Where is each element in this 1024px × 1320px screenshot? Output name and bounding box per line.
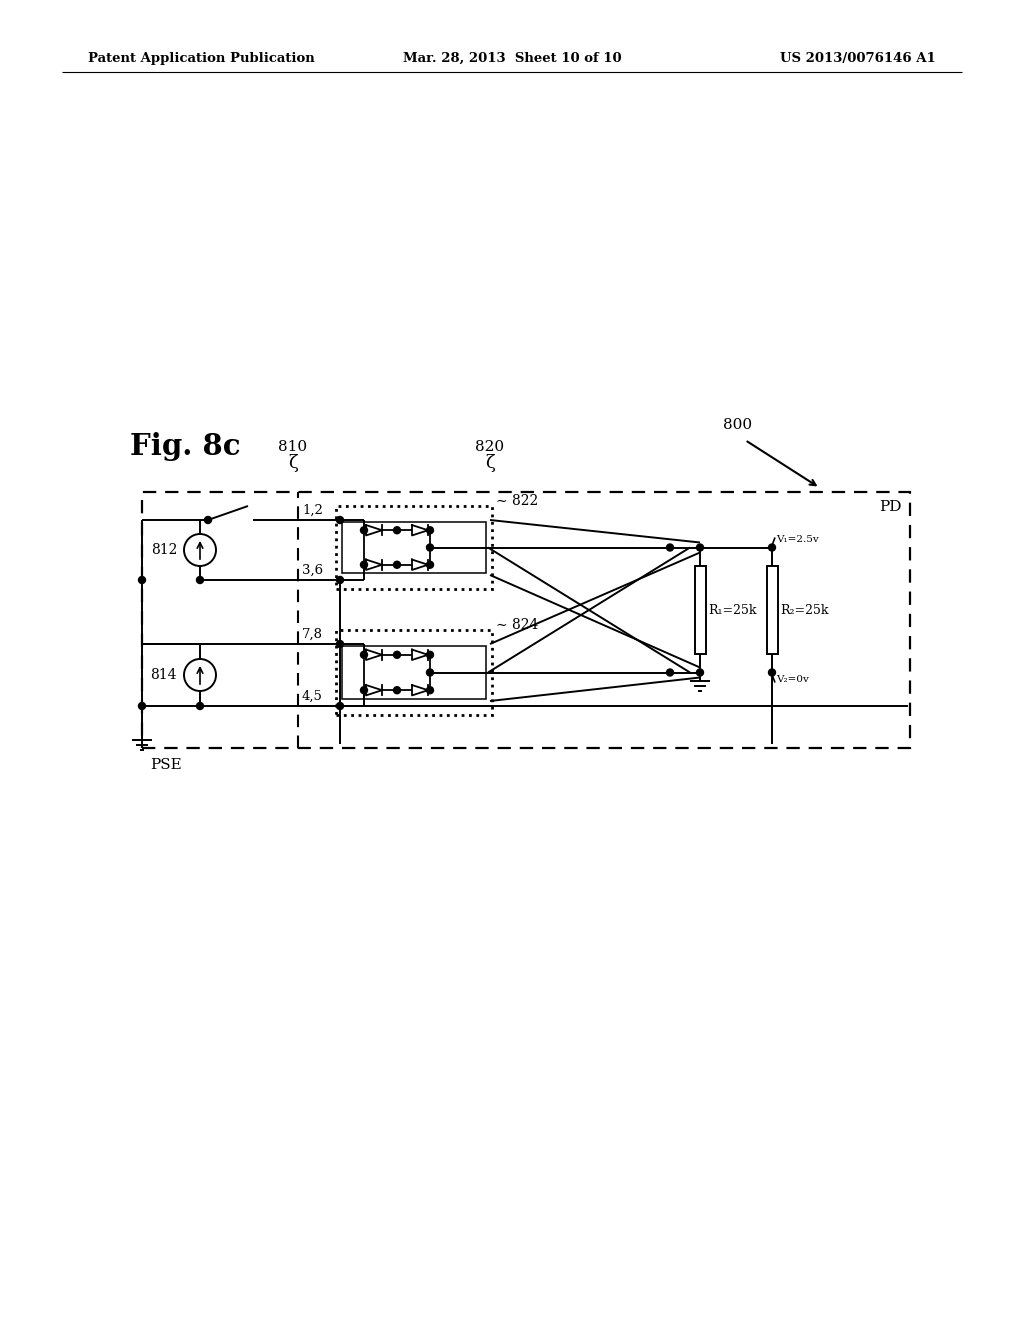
Circle shape — [360, 527, 368, 533]
Text: 820: 820 — [475, 440, 505, 454]
Circle shape — [337, 516, 343, 524]
Text: PSE: PSE — [150, 758, 181, 772]
Circle shape — [427, 651, 433, 659]
Circle shape — [427, 669, 433, 676]
Circle shape — [337, 702, 343, 710]
Bar — [142, 492, 910, 748]
Text: ζ: ζ — [288, 454, 298, 473]
Circle shape — [337, 577, 343, 583]
Circle shape — [337, 640, 343, 648]
Circle shape — [696, 669, 703, 676]
Circle shape — [138, 702, 145, 710]
Text: US 2013/0076146 A1: US 2013/0076146 A1 — [780, 51, 936, 65]
Text: 1,2: 1,2 — [302, 504, 323, 517]
Text: R₂=25k: R₂=25k — [780, 603, 828, 616]
Text: 810: 810 — [279, 440, 307, 454]
Circle shape — [393, 527, 400, 533]
Circle shape — [360, 561, 368, 568]
Circle shape — [393, 561, 400, 568]
Text: PD: PD — [880, 500, 902, 513]
Circle shape — [768, 544, 775, 550]
Text: 7,8: 7,8 — [302, 628, 323, 642]
Circle shape — [427, 561, 433, 568]
Circle shape — [205, 516, 212, 524]
Text: 3,6: 3,6 — [302, 564, 324, 577]
Text: ∼ 824: ∼ 824 — [496, 618, 539, 632]
Circle shape — [393, 651, 400, 659]
Circle shape — [393, 686, 400, 694]
Text: 812: 812 — [151, 543, 177, 557]
Circle shape — [138, 577, 145, 583]
Text: ζ: ζ — [485, 454, 495, 473]
Circle shape — [667, 669, 674, 676]
Circle shape — [427, 527, 433, 533]
Text: 814: 814 — [151, 668, 177, 682]
Circle shape — [768, 669, 775, 676]
Circle shape — [360, 651, 368, 659]
Circle shape — [427, 686, 433, 694]
Text: Patent Application Publication: Patent Application Publication — [88, 51, 314, 65]
Circle shape — [667, 544, 674, 550]
Text: 800: 800 — [723, 418, 753, 432]
Text: ∼ 822: ∼ 822 — [496, 494, 539, 508]
Circle shape — [696, 544, 703, 550]
Bar — [336, 506, 492, 589]
Text: R₁=25k: R₁=25k — [708, 603, 757, 616]
Circle shape — [197, 577, 204, 583]
Bar — [342, 645, 486, 700]
Circle shape — [197, 702, 204, 710]
Bar — [336, 630, 492, 715]
Text: 4,5: 4,5 — [302, 690, 323, 704]
Bar — [342, 521, 486, 573]
Text: Mar. 28, 2013  Sheet 10 of 10: Mar. 28, 2013 Sheet 10 of 10 — [402, 51, 622, 65]
Bar — [767, 566, 777, 653]
Text: Fig. 8c: Fig. 8c — [130, 432, 241, 461]
Circle shape — [427, 544, 433, 550]
Text: V₁=2.5v: V₁=2.5v — [776, 536, 819, 544]
Text: V₂=0v: V₂=0v — [776, 676, 809, 685]
Bar — [694, 566, 706, 653]
Circle shape — [360, 686, 368, 694]
